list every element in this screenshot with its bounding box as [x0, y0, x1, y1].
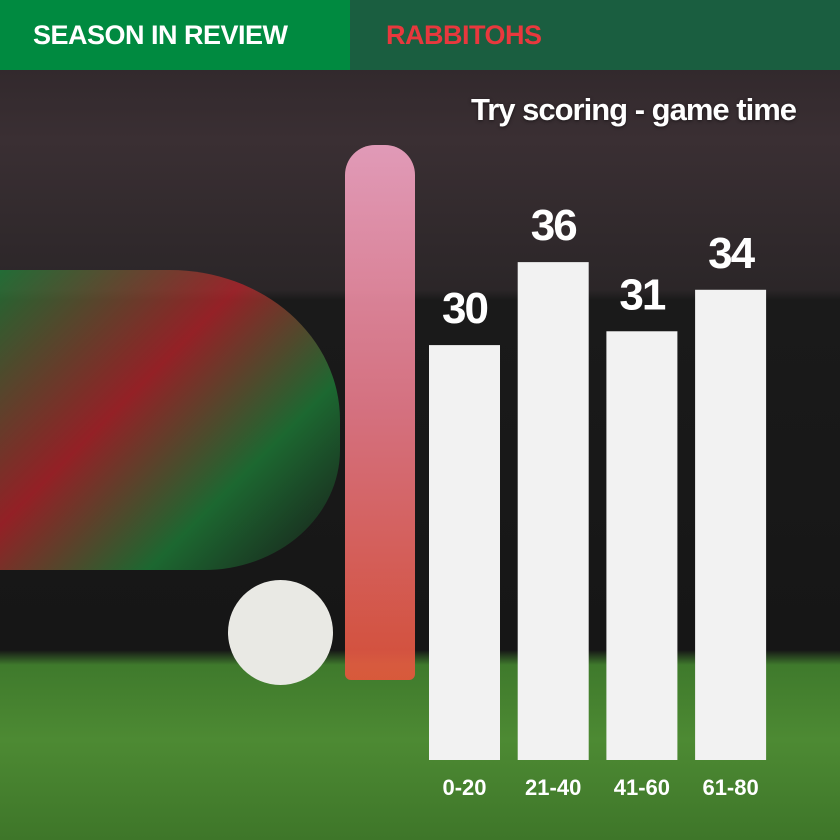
header: SEASON IN REVIEW RABBITOHS: [0, 0, 840, 70]
team-name: RABBITOHS: [350, 0, 840, 70]
category-label: 61-80: [702, 775, 758, 800]
football: [228, 580, 333, 685]
bar-0-20: [429, 345, 500, 760]
chart-title: Try scoring - game time: [471, 92, 797, 127]
player-photo: [0, 270, 340, 570]
category-label: 0-20: [442, 775, 486, 800]
data-label: 36: [531, 201, 576, 250]
season-in-review-label: SEASON IN REVIEW: [0, 0, 350, 70]
data-label: 34: [708, 229, 755, 278]
category-label: 21-40: [525, 775, 581, 800]
bar-61-80: [695, 289, 767, 760]
category-label: 41-60: [614, 775, 670, 800]
padded-post: [345, 145, 415, 680]
data-label: 31: [619, 270, 665, 319]
data-label: 30: [442, 284, 487, 333]
bar-41-60: [606, 331, 678, 760]
bar-21-40: [517, 262, 589, 760]
